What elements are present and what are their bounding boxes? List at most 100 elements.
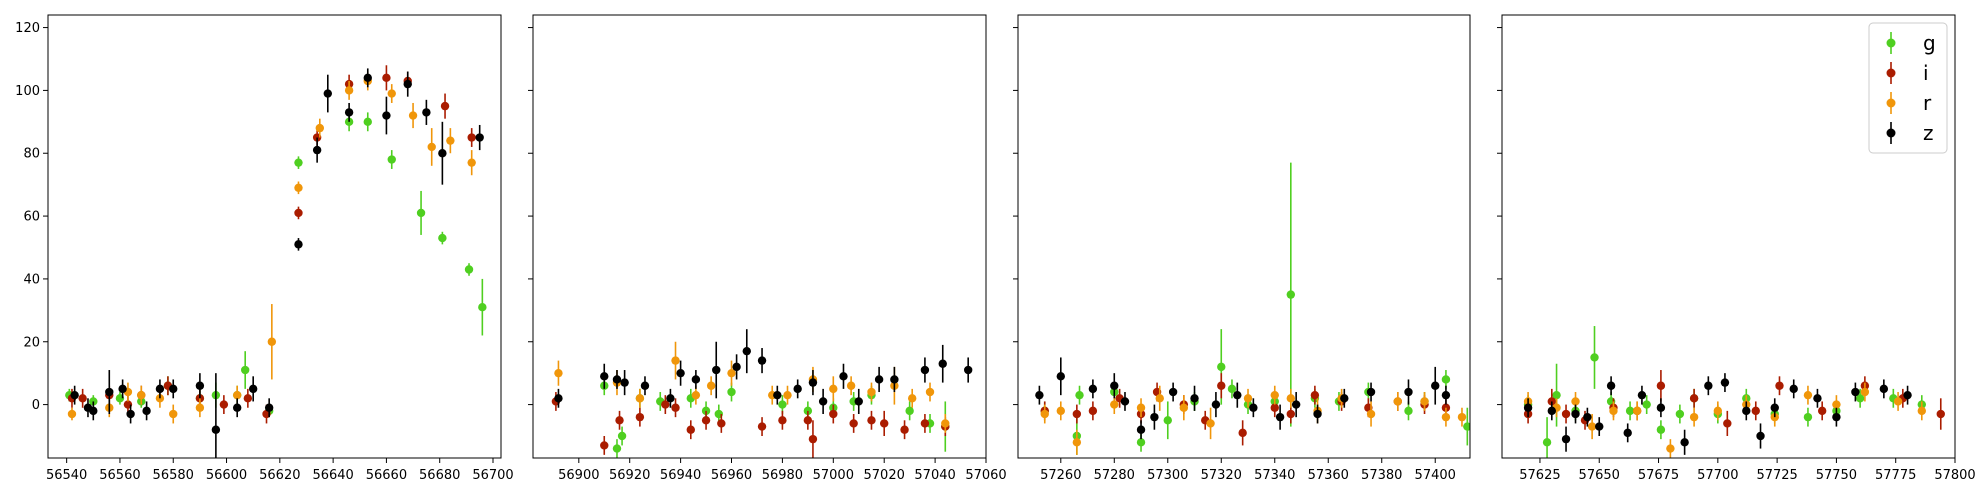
- data-point-z: [1851, 387, 1860, 397]
- data-point-z: [1056, 372, 1065, 381]
- data-point-i: [1238, 428, 1247, 438]
- data-point-i: [1270, 403, 1279, 412]
- data-point-i: [829, 409, 838, 419]
- data-point-g: [803, 406, 813, 416]
- series-z: [554, 329, 973, 415]
- data-point-r: [1609, 406, 1618, 416]
- data-point-z: [1136, 425, 1146, 434]
- data-point-z: [1583, 412, 1592, 422]
- legend-box: [1868, 22, 1948, 154]
- data-point-i: [920, 419, 930, 428]
- panel-1: 56540 56560 56580 56600 56620 56640 56660 56680…: [15, 14, 514, 483]
- data-point-g: [464, 265, 474, 274]
- data-point-g: [778, 400, 787, 409]
- data-point-z: [691, 375, 701, 384]
- data-point-g: [612, 444, 622, 453]
- data-point-i: [757, 422, 767, 431]
- data-point-z: [1832, 412, 1841, 422]
- x-tick-label: 57300: [1147, 468, 1188, 483]
- data-point-g: [701, 406, 711, 416]
- x-tick-label: 57625: [1519, 468, 1560, 483]
- legend-marker: [1886, 98, 1896, 108]
- data-point-r: [67, 409, 77, 419]
- data-point-i: [900, 425, 909, 434]
- data-point-z: [232, 403, 242, 412]
- data-point-r: [1179, 403, 1189, 412]
- data-point-r: [232, 390, 242, 400]
- data-point-z: [757, 356, 767, 365]
- series-r: [67, 71, 476, 424]
- data-point-z: [1571, 409, 1580, 419]
- data-point-z: [118, 384, 127, 394]
- data-point-z: [1035, 390, 1044, 400]
- data-point-z: [422, 108, 431, 117]
- data-point-z: [1275, 412, 1285, 422]
- data-point-r: [1587, 422, 1597, 431]
- panel-4: 57625 57650 57675 57700 57725 57750 57775 57800: [1497, 14, 1976, 483]
- x-tick-label: 56960: [711, 468, 752, 483]
- data-point-z: [612, 375, 622, 384]
- data-point-i: [615, 416, 624, 425]
- x-tick-label: 57000: [813, 468, 854, 483]
- legend-label: i: [1923, 61, 1929, 85]
- data-point-i: [808, 434, 818, 444]
- data-point-i: [880, 419, 889, 428]
- data-point-r: [344, 86, 354, 95]
- data-point-g: [1227, 384, 1237, 394]
- data-point-r: [1571, 397, 1580, 406]
- data-point-i: [635, 412, 645, 422]
- legend-entry-z: z: [1886, 121, 1934, 145]
- data-point-z: [1441, 390, 1451, 400]
- x-tick-label: 57260: [1040, 468, 1081, 483]
- data-point-z: [195, 381, 205, 390]
- data-point-g: [617, 431, 627, 441]
- data-point-z: [1120, 397, 1130, 406]
- data-point-z: [344, 108, 354, 117]
- data-point-i: [1561, 409, 1571, 419]
- data-point-i: [717, 419, 726, 428]
- data-point-r: [1110, 400, 1119, 409]
- data-point-z: [155, 384, 165, 394]
- panel-frame: [532, 14, 987, 459]
- x-tick-label: 56640: [312, 468, 353, 483]
- data-point-z: [1813, 394, 1822, 403]
- series-z: [1035, 357, 1451, 440]
- data-point-r: [427, 142, 436, 152]
- data-point-g: [89, 397, 98, 406]
- data-point-r: [1917, 406, 1926, 416]
- data-point-z: [666, 394, 675, 403]
- data-point-r: [867, 387, 876, 397]
- data-point-g: [1075, 390, 1084, 400]
- data-point-i: [243, 394, 253, 403]
- data-point-g: [416, 208, 426, 218]
- data-point-i: [1689, 394, 1699, 403]
- data-point-z: [475, 133, 484, 142]
- data-point-g: [1136, 438, 1146, 447]
- panels-layer: 56540 56560 56580 56600 56620 56640 56660 56680…: [15, 14, 1976, 483]
- y-tick-label: 120: [15, 21, 40, 36]
- data-point-z: [1704, 381, 1713, 390]
- data-point-z: [1742, 406, 1751, 416]
- data-point-r: [1270, 390, 1279, 400]
- data-point-r: [1632, 406, 1642, 416]
- data-point-i: [78, 394, 87, 403]
- data-point-i: [1441, 403, 1451, 412]
- legend-label: g: [1923, 31, 1936, 55]
- data-point-z: [169, 384, 178, 394]
- data-point-r: [907, 394, 917, 403]
- data-point-z: [1366, 387, 1376, 397]
- data-point-z: [1720, 378, 1730, 387]
- data-point-r: [1893, 397, 1903, 406]
- data-point-z: [808, 378, 818, 387]
- x-tick-label: 56900: [558, 468, 599, 483]
- data-point-z: [1313, 409, 1322, 419]
- data-point-i: [1547, 397, 1557, 406]
- data-point-r: [169, 409, 178, 419]
- data-point-z: [600, 372, 609, 381]
- series-r: [1040, 385, 1467, 455]
- x-tick-label: 57675: [1638, 468, 1679, 483]
- data-point-z: [1249, 403, 1258, 412]
- x-tick-label: 57040: [914, 468, 955, 483]
- series-g: [1040, 162, 1470, 455]
